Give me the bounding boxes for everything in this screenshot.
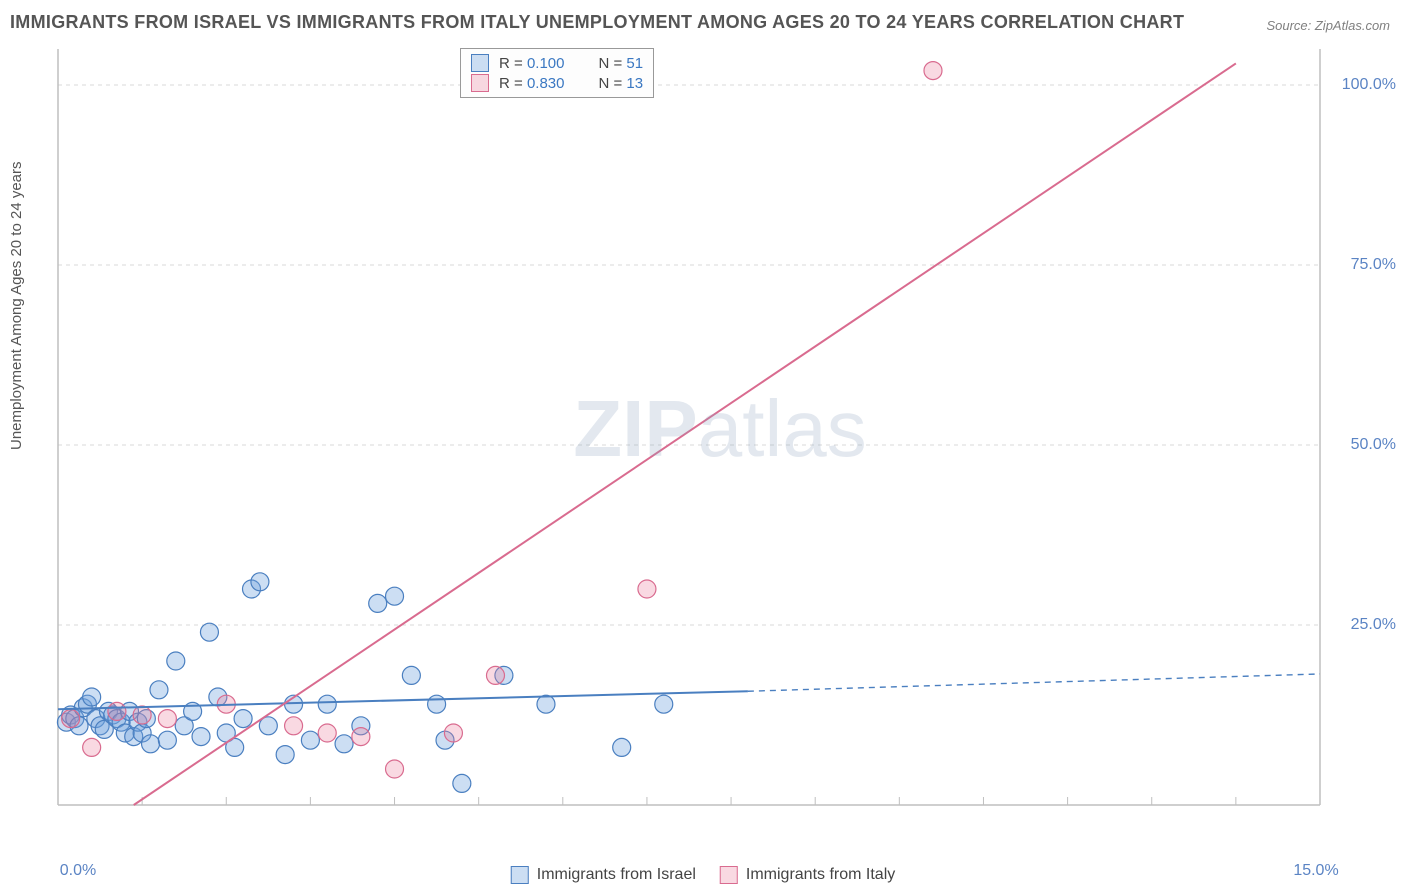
legend-bottom-label: Immigrants from Israel: [537, 866, 696, 884]
y-tick-label: 100.0%: [1342, 76, 1396, 94]
legend-bottom: Immigrants from Israel Immigrants from It…: [511, 866, 896, 884]
legend-bottom-item: Immigrants from Italy: [720, 866, 895, 884]
legend-swatch: [511, 866, 529, 884]
source-label: Source: ZipAtlas.com: [1266, 18, 1390, 33]
legend-top-row: R = 0.830 N = 13: [471, 73, 643, 93]
legend-bottom-item: Immigrants from Israel: [511, 866, 696, 884]
legend-top-row: R = 0.100 N = 51: [471, 53, 643, 73]
legend-bottom-label: Immigrants from Italy: [746, 866, 895, 884]
legend-swatch: [471, 54, 489, 72]
y-tick-label: 25.0%: [1351, 616, 1396, 634]
y-tick-label: 50.0%: [1351, 436, 1396, 454]
chart-title: IMMIGRANTS FROM ISRAEL VS IMMIGRANTS FRO…: [10, 12, 1184, 33]
legend-top: R = 0.100 N = 51 R = 0.830 N = 13: [460, 48, 654, 98]
plot-area: ZIPatlas: [50, 45, 1390, 845]
legend-r-label: R = 0.830: [499, 75, 564, 92]
y-tick-label: 75.0%: [1351, 256, 1396, 274]
legend-r-label: R = 0.100: [499, 55, 564, 72]
y-axis-label: Unemployment Among Ages 20 to 24 years: [8, 161, 25, 450]
chart-svg: [50, 45, 1390, 845]
x-tick-label: 15.0%: [1293, 862, 1338, 880]
legend-n-label: N = 51: [598, 55, 643, 72]
legend-swatch: [471, 74, 489, 92]
legend-swatch: [720, 866, 738, 884]
legend-n-label: N = 13: [598, 75, 643, 92]
x-tick-label: 0.0%: [60, 862, 96, 880]
